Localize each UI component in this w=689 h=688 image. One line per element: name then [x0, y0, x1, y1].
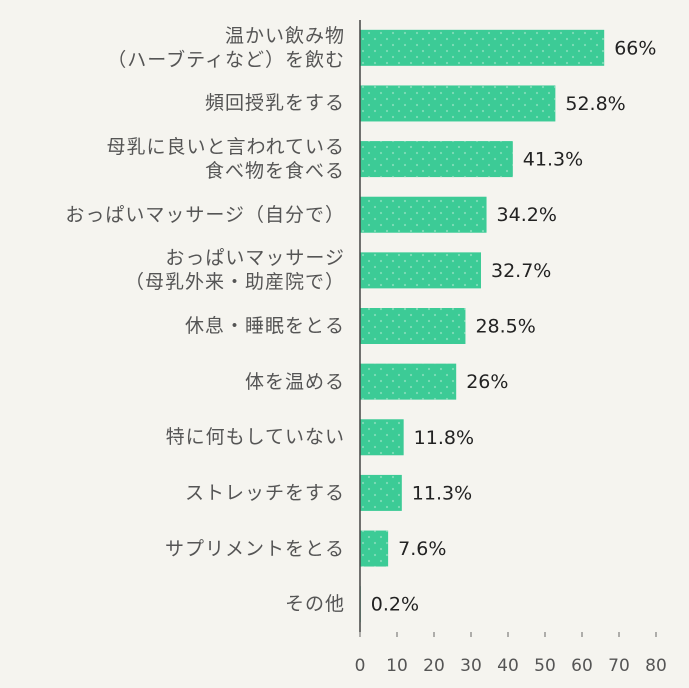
category-label: 特に何もしていない: [165, 426, 345, 449]
category-label: 体を温める: [244, 370, 345, 393]
value-label: 0.2%: [371, 594, 419, 616]
value-label: 41.3%: [523, 149, 583, 171]
x-tick-label: 0: [355, 656, 366, 676]
bar-pattern: [360, 252, 481, 289]
category-label: ストレッチをする: [184, 481, 345, 504]
category-label: その他: [284, 593, 345, 616]
x-tick-label: 30: [460, 656, 482, 676]
x-tick-label: 50: [534, 656, 556, 676]
x-tick-label: 80: [645, 656, 667, 676]
value-label: 11.3%: [412, 482, 472, 504]
bar-pattern: [360, 419, 404, 456]
value-label: 66%: [614, 37, 656, 59]
bar-pattern: [360, 196, 487, 233]
bar-pattern: [360, 363, 457, 400]
x-tick-label: 40: [497, 656, 519, 676]
category-label: サプリメントをとる: [164, 537, 345, 560]
x-tick-label: 60: [571, 656, 593, 676]
bar-pattern: [360, 308, 466, 344]
x-tick-label: 10: [386, 656, 408, 676]
value-label: 7.6%: [398, 538, 446, 560]
category-label: 休息・睡眠をとる: [184, 315, 345, 337]
value-label: 28.5%: [475, 316, 535, 338]
bar-pattern: [360, 530, 389, 567]
x-tick-label: 20: [423, 656, 445, 676]
category-label: 頻回授乳をする: [204, 92, 345, 115]
bar-pattern: [360, 29, 605, 66]
bar-pattern: [360, 474, 402, 511]
bar-pattern: [360, 141, 513, 178]
value-label: 11.8%: [414, 427, 474, 449]
category-label: 母乳に良いと言われている 食べ物を食べる: [106, 136, 345, 183]
category-label: 温かい飲み物 （ハーブティなど）を飲む: [107, 24, 345, 71]
value-label: 52.8%: [565, 93, 625, 115]
bar-pattern: [360, 85, 556, 122]
x-tick-label: 70: [608, 656, 630, 676]
category-label: おっぱいマッサージ（自分で）: [65, 203, 345, 226]
value-label: 32.7%: [491, 260, 551, 282]
value-label: 26%: [466, 371, 508, 393]
category-label: おっぱいマッサージ （母乳外来・助産院で）: [124, 247, 345, 294]
value-label: 34.2%: [497, 204, 557, 226]
